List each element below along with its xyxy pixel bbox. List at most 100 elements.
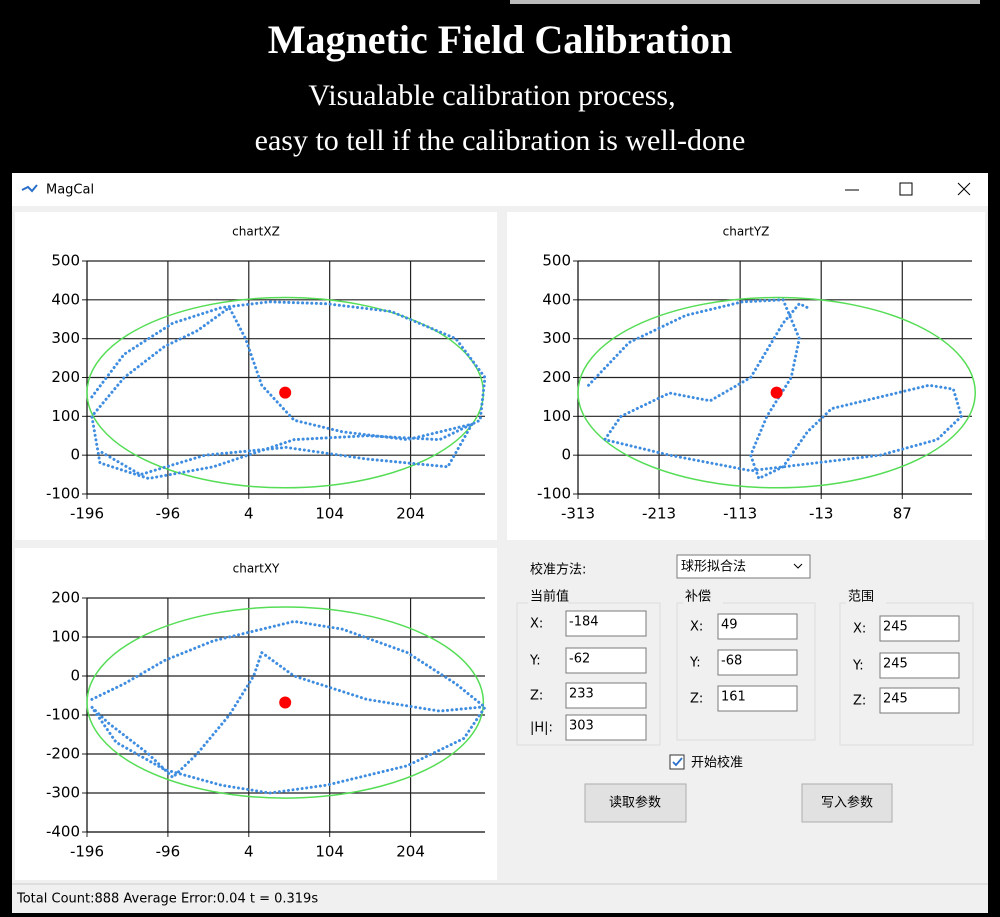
method-dropdown[interactable] <box>676 554 811 579</box>
x-tick-label: -96 <box>156 505 181 523</box>
x-tick-label: 204 <box>396 843 425 861</box>
field-value: -62 <box>569 652 590 667</box>
close-button[interactable] <box>957 182 971 196</box>
fit-ellipse <box>86 296 485 489</box>
header-subtitle: Visualable calibration process, <box>308 79 675 112</box>
y-tick-label: -200 <box>46 745 80 763</box>
field-value: 49 <box>721 618 738 633</box>
field-label: Z: <box>530 689 543 704</box>
y-tick-label: 400 <box>51 290 80 308</box>
y-tick-label: 500 <box>542 252 571 270</box>
y-tick-label: -100 <box>46 706 80 724</box>
field-value: 303 <box>569 719 594 734</box>
status-text: Total Count:888 Average Error:0.04 t = 0… <box>16 892 318 907</box>
x-tick-label: -113 <box>723 505 757 523</box>
field-input[interactable] <box>717 685 798 712</box>
group-title: 当前值 <box>530 589 569 605</box>
field-input[interactable] <box>565 647 647 674</box>
center-point <box>279 696 292 709</box>
field-input[interactable] <box>879 687 960 714</box>
x-tick-label: 4 <box>244 843 254 861</box>
checkbox[interactable] <box>669 754 685 770</box>
y-tick-label: -100 <box>46 485 80 503</box>
field-value: -184 <box>569 615 599 630</box>
x-tick-label: 204 <box>396 505 425 523</box>
button-label: 写入参数 <box>821 795 873 811</box>
window-title: MagCal <box>46 183 94 198</box>
x-tick-label: -13 <box>809 505 834 523</box>
field-value: 245 <box>883 657 908 672</box>
field-label: Y: <box>529 654 541 669</box>
method-value: 球形拟合法 <box>681 560 746 575</box>
chart-panel <box>15 212 497 540</box>
group-box <box>676 602 816 741</box>
x-tick-label: 104 <box>315 505 344 523</box>
y-tick-label: 0 <box>561 446 571 464</box>
chart-panel <box>507 212 985 540</box>
group-title: 范围 <box>848 590 874 605</box>
field-input[interactable] <box>879 652 960 679</box>
top-strip <box>510 0 980 4</box>
title-bar <box>12 173 988 206</box>
y-tick-label: -100 <box>537 485 571 503</box>
center-point <box>279 386 292 399</box>
x-tick-label: -313 <box>561 505 595 523</box>
checkbox-label: 开始校准 <box>691 755 743 771</box>
field-label: X: <box>853 622 866 637</box>
field-label: |H|: <box>530 721 553 736</box>
write-button[interactable] <box>801 783 893 823</box>
x-tick-label: 104 <box>315 843 344 861</box>
field-input[interactable] <box>879 615 960 642</box>
group-title-bg <box>846 588 886 606</box>
maximize-button[interactable] <box>899 182 913 196</box>
chart-panel <box>15 548 497 880</box>
y-tick-label: 400 <box>542 290 571 308</box>
x-tick-label: -196 <box>70 843 104 861</box>
dropdown-arrow <box>793 563 803 569</box>
checkmark <box>672 757 683 767</box>
group-box <box>516 602 661 746</box>
app-icon <box>21 184 38 193</box>
field-label: Z: <box>853 694 866 709</box>
chart-title: chartYZ <box>723 225 770 239</box>
button-label: 读取参数 <box>609 795 661 811</box>
x-tick-label: -196 <box>70 505 104 523</box>
chart-title: chartXZ <box>232 225 280 239</box>
method-label: 校准方法: <box>530 562 586 578</box>
x-tick-label: -213 <box>642 505 676 523</box>
field-input[interactable] <box>565 610 647 637</box>
field-input[interactable] <box>565 682 647 709</box>
field-label: X: <box>690 620 703 635</box>
field-input[interactable] <box>717 649 798 676</box>
read-button[interactable] <box>584 783 687 823</box>
trace <box>90 300 487 481</box>
trace <box>587 298 964 481</box>
field-input[interactable] <box>565 714 647 741</box>
group-title-bg <box>683 588 723 606</box>
header-subtitle: easy to tell if the calibration is well-… <box>255 124 746 157</box>
field-label: Y: <box>852 659 864 674</box>
y-tick-label: -300 <box>46 784 80 802</box>
group-title: 补偿 <box>685 590 711 605</box>
field-value: 233 <box>569 687 594 702</box>
field-label: X: <box>530 617 543 632</box>
y-tick-label: 300 <box>51 329 80 347</box>
field-value: 245 <box>883 620 908 635</box>
field-input[interactable] <box>717 613 798 640</box>
y-tick-label: 500 <box>51 252 80 270</box>
field-value: -68 <box>721 654 742 669</box>
field-value: 245 <box>883 692 908 707</box>
field-value: 161 <box>721 690 746 705</box>
y-tick-label: 200 <box>542 368 571 386</box>
x-tick-label: -96 <box>156 843 181 861</box>
x-tick-label: 87 <box>893 505 912 523</box>
group-box <box>839 602 974 746</box>
header-title: Magnetic Field Calibration <box>268 17 732 62</box>
group-title-bg <box>528 588 568 606</box>
field-label: Y: <box>689 656 701 671</box>
field-label: Z: <box>690 692 703 707</box>
x-tick-label: 4 <box>244 505 254 523</box>
center-point <box>770 386 783 399</box>
y-tick-label: 100 <box>51 628 80 646</box>
